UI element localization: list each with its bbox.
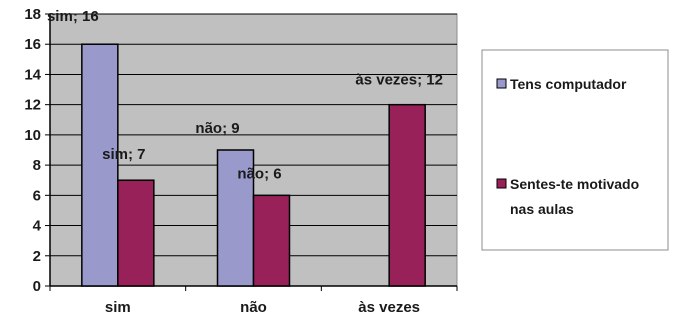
legend-label: Tens computador — [510, 76, 627, 92]
plot-area: 0 2 4 6 8 10 12 14 16 18 sim; 16 sim; 7 sim não; 9 não… — [24, 6, 458, 316]
data-label: às vezes; 12 — [355, 72, 443, 89]
bar-sentes-te-motivado-2 — [388, 103, 426, 287]
legend-label: nas aulas — [510, 201, 574, 217]
legend-label: Sentes-te motivado — [510, 176, 639, 192]
y-tick-label: 0 — [33, 278, 41, 295]
bar-sentes-te-motivado-1 — [252, 194, 291, 287]
y-tick-label: 6 — [33, 187, 41, 204]
y-tick-label: 2 — [33, 248, 41, 265]
bar-tens-computador-1 — [216, 149, 255, 287]
legend-swatch — [496, 78, 507, 89]
x-category-label: não — [240, 299, 267, 316]
legend-swatch — [496, 178, 507, 189]
x-category-label: sim — [105, 299, 131, 316]
legend-label-group: Sentes-te motivado nas aulas — [510, 176, 639, 217]
x-category-label: às vezes — [358, 299, 420, 316]
data-label: não; 9 — [195, 120, 239, 137]
legend-box — [481, 49, 669, 251]
bar-tens-computador-0 — [81, 43, 119, 287]
bar-sentes-te-motivado-0 — [117, 179, 155, 287]
y-tick-label: 4 — [33, 218, 42, 235]
y-tick-label: 18 — [24, 6, 41, 23]
data-label: sim; 16 — [47, 8, 99, 25]
legend: Tens computador Sentes-te motivado nas aul… — [481, 49, 669, 251]
y-tick-label: 16 — [24, 36, 41, 53]
data-label: não; 6 — [237, 165, 281, 182]
y-tick-label: 10 — [24, 127, 41, 144]
data-label: sim; 7 — [102, 146, 145, 163]
y-tick-label: 12 — [24, 97, 41, 114]
y-tick-label: 14 — [24, 66, 41, 83]
y-tick-label: 8 — [33, 157, 41, 174]
